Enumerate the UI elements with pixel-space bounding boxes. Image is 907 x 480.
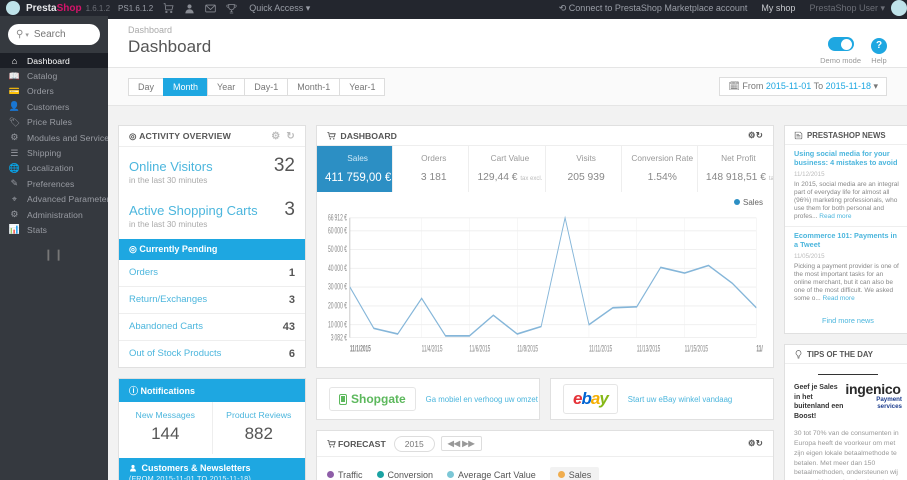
svg-text:20 000 €: 20 000 €	[328, 300, 348, 311]
svg-text:11/1/2015: 11/1/2015	[350, 344, 371, 354]
svg-text:66 912 €: 66 912 €	[328, 212, 348, 223]
svg-text:60 000 €: 60 000 €	[328, 225, 348, 236]
svg-text:40 000 €: 40 000 €	[328, 262, 348, 273]
svg-text:10 000 €: 10 000 €	[328, 319, 348, 330]
svg-text:11/4/2015: 11/4/2015	[422, 344, 443, 354]
svg-text:11/11/2015: 11/11/2015	[589, 344, 612, 354]
svg-text:50 000 €: 50 000 €	[328, 243, 348, 254]
svg-text:11/18/201: 11/18/201	[756, 344, 763, 354]
svg-text:11/6/2015: 11/6/2015	[469, 344, 490, 354]
svg-text:11/8/2015: 11/8/2015	[517, 344, 538, 354]
svg-text:3 082 €: 3 082 €	[331, 332, 348, 343]
svg-text:30 000 €: 30 000 €	[328, 281, 348, 292]
svg-text:11/15/2015: 11/15/2015	[685, 344, 709, 354]
svg-text:11/13/2015: 11/13/2015	[637, 344, 661, 354]
